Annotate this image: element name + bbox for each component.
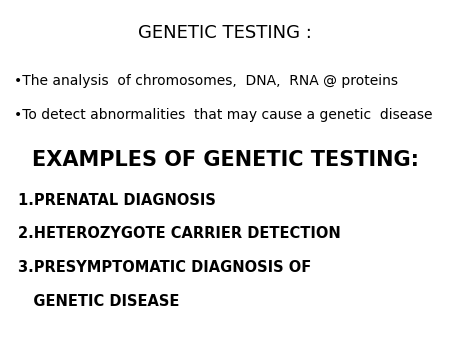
Text: GENETIC TESTING :: GENETIC TESTING : <box>138 24 312 42</box>
Text: •To detect abnormalities  that may cause a genetic  disease: •To detect abnormalities that may cause … <box>14 108 432 122</box>
Text: 2.HETEROZYGOTE CARRIER DETECTION: 2.HETEROZYGOTE CARRIER DETECTION <box>18 226 341 241</box>
Text: •The analysis  of chromosomes,  DNA,  RNA @ proteins: •The analysis of chromosomes, DNA, RNA @… <box>14 74 397 88</box>
Text: 3.PRESYMPTOMATIC DIAGNOSIS OF: 3.PRESYMPTOMATIC DIAGNOSIS OF <box>18 260 311 275</box>
Text: 1.PRENATAL DIAGNOSIS: 1.PRENATAL DIAGNOSIS <box>18 193 216 208</box>
Text: EXAMPLES OF GENETIC TESTING:: EXAMPLES OF GENETIC TESTING: <box>32 150 419 170</box>
Text: GENETIC DISEASE: GENETIC DISEASE <box>18 294 180 309</box>
